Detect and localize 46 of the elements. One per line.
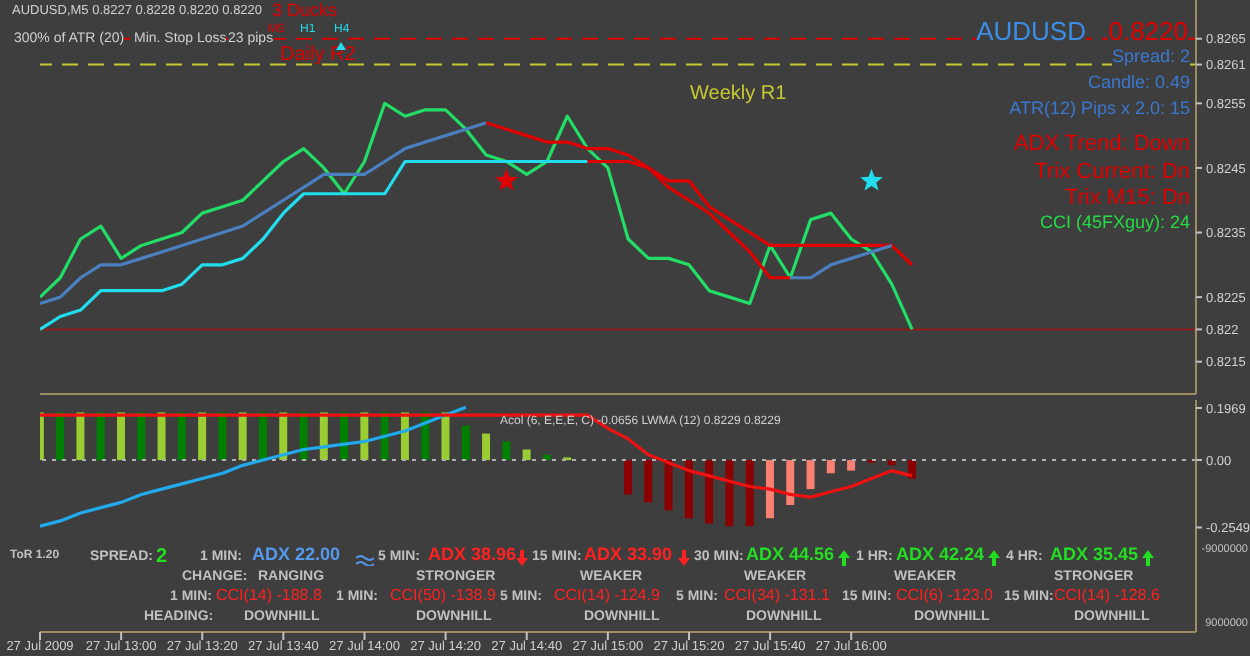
bar <box>461 425 470 461</box>
bar <box>644 460 653 503</box>
annotation: 2 <box>156 546 168 568</box>
bar <box>806 460 815 490</box>
bar <box>664 460 673 511</box>
annotation: ADX 35.45 <box>1050 544 1139 566</box>
bar <box>765 460 774 519</box>
bar <box>502 441 511 461</box>
bar <box>684 460 693 519</box>
line-series <box>40 405 468 528</box>
annotation: ADX 38.96 <box>428 544 517 566</box>
annotation: 0.8220 <box>1108 16 1188 47</box>
annotation: CCI(14) -128.6 <box>1054 586 1160 606</box>
bar <box>725 460 734 527</box>
bar <box>745 460 754 527</box>
annotation: ADX 33.90 <box>584 544 673 566</box>
annotation: ADX 42.24 <box>896 544 985 566</box>
annotation: Candle: 0.49 <box>1087 72 1190 94</box>
ref-line-label: Weekly R1 <box>690 82 788 105</box>
annotation: CCI(14) -188.8 <box>216 586 322 606</box>
annotation: CCI(6) -123.0 <box>896 586 993 606</box>
annotation: CCI(34) -131.1 <box>724 586 830 606</box>
bar <box>482 433 491 461</box>
line-series <box>40 159 590 332</box>
bar <box>826 460 835 474</box>
annotation: CCI (45FXguy): 24 <box>1039 212 1190 234</box>
line-series <box>788 243 894 280</box>
bar <box>624 460 632 495</box>
annotation: ADX 22.00 <box>252 544 341 566</box>
annotation: AUDUSD <box>976 16 1086 47</box>
annotation: CCI(50) -138.9 <box>390 586 496 606</box>
bar <box>522 449 531 461</box>
annotation: Spread: 2 <box>1111 46 1190 68</box>
bar <box>786 460 795 506</box>
line-series <box>40 101 914 332</box>
annotation: CCI(14) -124.9 <box>554 586 660 606</box>
annotation: Trix Current: Dn <box>1034 160 1190 185</box>
annotation: ATR(12) Pips x 2.0: 15 <box>1009 98 1190 120</box>
annotation: ADX 44.56 <box>746 544 835 566</box>
bar <box>847 460 856 471</box>
line-series <box>40 413 914 499</box>
annotation: 3 Ducks <box>272 0 338 22</box>
bar <box>705 460 714 524</box>
annotation: Trix M15: Dn <box>1064 186 1190 211</box>
annotation: ADX Trend: Down <box>1013 132 1190 157</box>
line-series <box>40 121 488 306</box>
